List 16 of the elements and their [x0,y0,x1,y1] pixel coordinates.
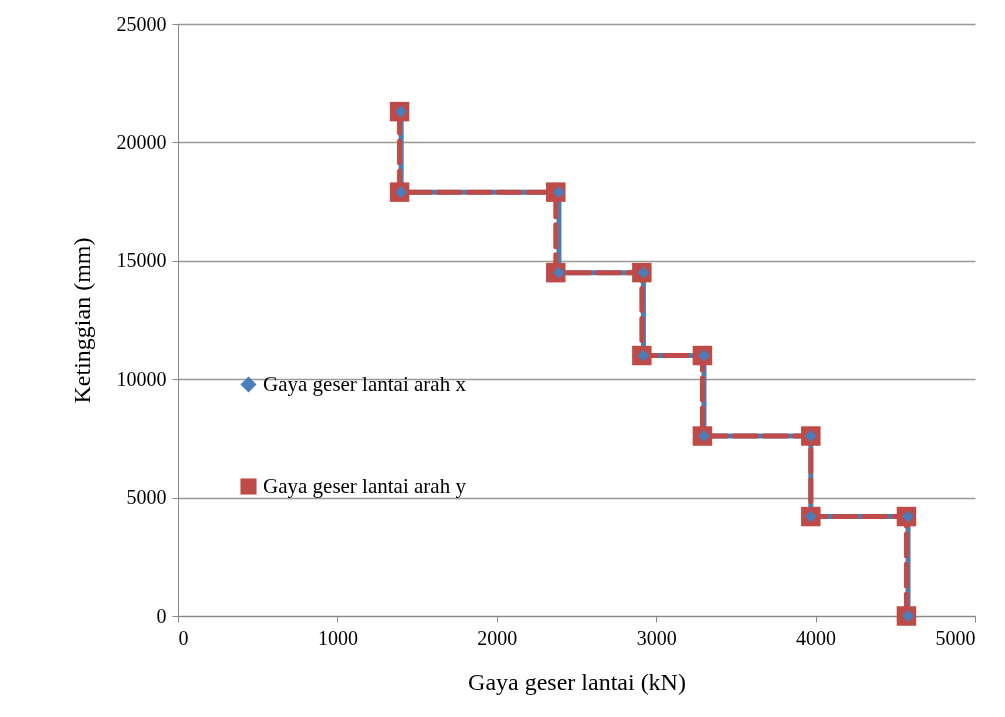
x-axis-title: Gaya geser lantai (kN) [468,668,686,695]
y-tick-label: 20000 [116,130,167,153]
y-tick-label: 25000 [116,12,167,35]
legend-label: Gaya geser lantai arah x [263,371,467,396]
x-tick-label: 3000 [636,626,677,649]
y-tick-label: 5000 [126,486,167,509]
legend-label: Gaya geser lantai arah y [263,473,467,498]
x-tick-label: 5000 [935,626,976,649]
x-tick-label: 4000 [796,626,837,649]
y-tick-label: 10000 [116,367,167,390]
y-tick-label: 0 [156,604,167,627]
y-axis-title: Ketinggian (mm) [68,237,95,404]
x-tick-label: 0 [178,626,189,649]
y-tick-label: 15000 [116,249,167,272]
x-tick-label: 1000 [317,626,358,649]
x-tick-label: 2000 [477,626,518,649]
